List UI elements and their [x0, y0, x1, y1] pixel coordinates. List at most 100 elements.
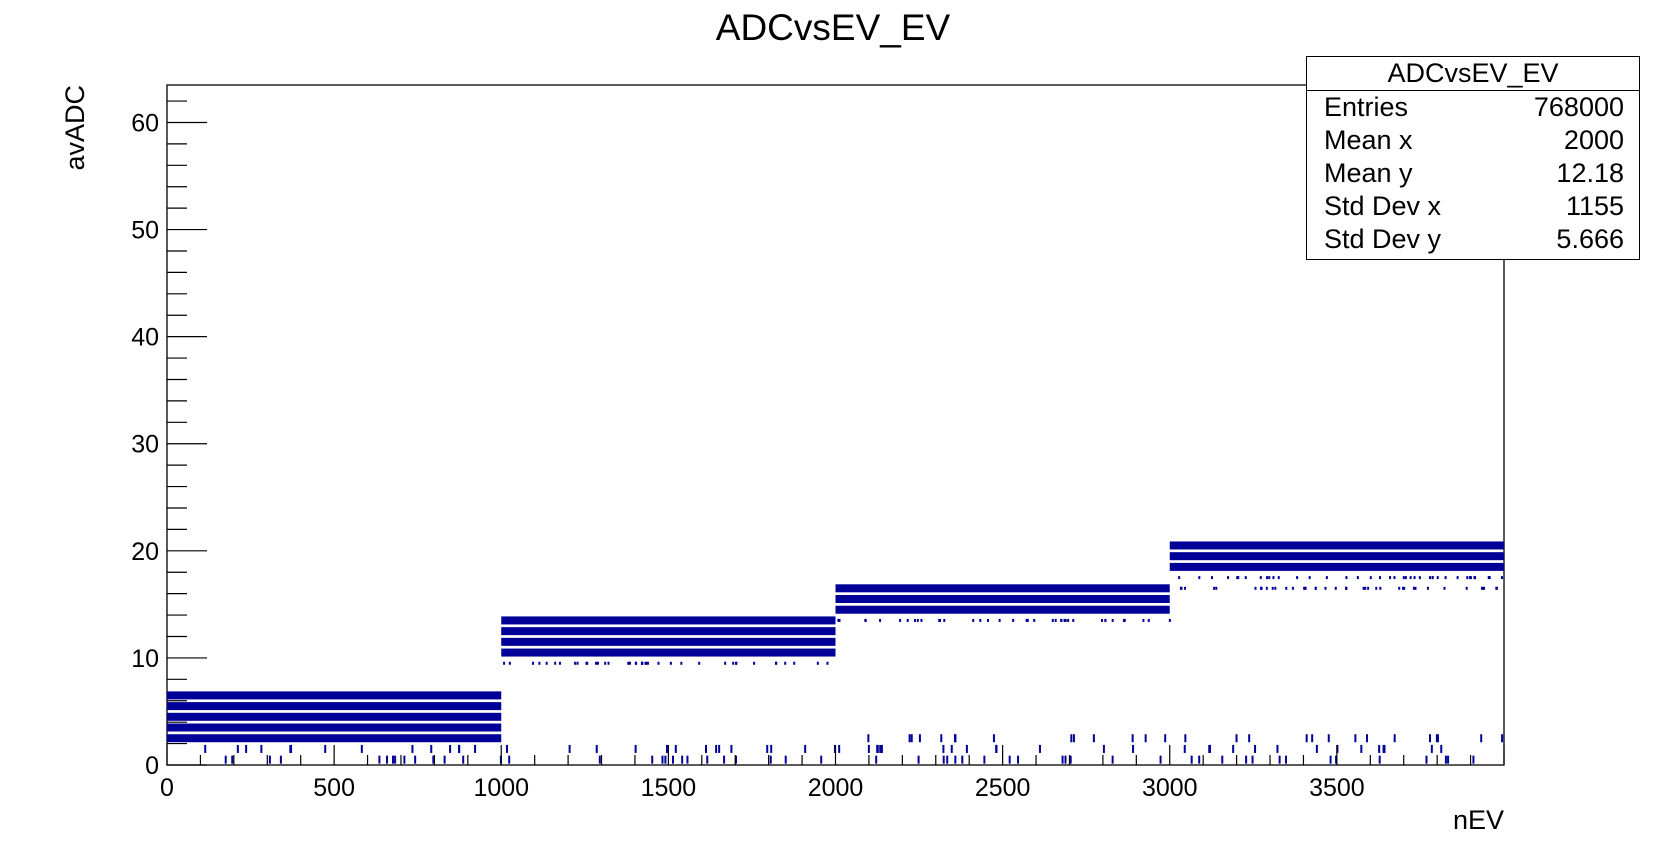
data-point: [1198, 576, 1201, 580]
data-point: [1444, 576, 1447, 580]
data-point: [735, 755, 738, 764]
data-point: [1483, 586, 1486, 590]
x-tick-label: 500: [313, 774, 355, 802]
data-points: [167, 541, 1504, 764]
data-point: [1431, 576, 1434, 580]
data-bin: [1169, 541, 1504, 550]
data-bin: [501, 616, 836, 625]
data-point: [1308, 576, 1311, 580]
x-tick-label: 0: [160, 774, 174, 802]
data-point: [1017, 755, 1020, 764]
data-point: [627, 661, 630, 665]
data-point: [793, 661, 796, 665]
data-point: [1144, 734, 1147, 743]
data-point: [1100, 618, 1103, 622]
data-point: [394, 755, 397, 764]
data-point: [995, 744, 998, 753]
data-point: [1329, 755, 1332, 764]
data-point: [576, 661, 579, 665]
data-point: [414, 755, 417, 764]
data-point: [1362, 586, 1365, 590]
data-point: [449, 744, 452, 753]
data-point: [1402, 586, 1405, 590]
data-point: [876, 744, 879, 753]
data-point: [505, 744, 508, 753]
data-point: [1383, 744, 1386, 753]
y-tick-label: 60: [131, 109, 159, 137]
data-point: [1488, 576, 1491, 580]
data-point: [1164, 734, 1167, 743]
data-point: [1429, 734, 1432, 743]
data-point: [1356, 576, 1359, 580]
stats-box-title: ADCvsEV_EV: [1307, 57, 1639, 91]
data-point: [1354, 734, 1357, 743]
data-point: [558, 661, 561, 665]
data-point: [462, 755, 465, 764]
data-point: [635, 661, 638, 665]
data-point: [508, 661, 511, 665]
data-point: [1208, 744, 1211, 753]
data-point: [704, 744, 707, 753]
data-point: [1436, 576, 1439, 580]
stats-label: Entries: [1324, 92, 1409, 122]
data-point: [917, 755, 920, 764]
data-point: [411, 744, 414, 753]
data-point: [378, 755, 381, 764]
data-point: [1248, 734, 1251, 743]
data-point: [950, 744, 953, 753]
data-point: [1425, 755, 1428, 764]
data-point: [816, 661, 819, 665]
data-point: [769, 755, 772, 764]
data-point: [867, 744, 870, 753]
data-point: [1403, 586, 1406, 590]
data-point: [774, 661, 777, 665]
data-point: [879, 744, 882, 753]
data-point: [942, 755, 945, 764]
data-point: [568, 744, 571, 753]
data-point: [1404, 576, 1407, 580]
data-point: [385, 755, 388, 764]
x-tick-label: 2000: [808, 774, 864, 802]
data-point: [942, 744, 945, 753]
data-point: [784, 755, 787, 764]
data-point: [1067, 618, 1070, 622]
data-point: [920, 618, 923, 622]
data-point: [1215, 586, 1218, 590]
data-point: [1232, 744, 1235, 753]
data-point: [538, 661, 541, 665]
x-tick-label: 1500: [641, 774, 697, 802]
data-point: [1168, 618, 1171, 622]
data-point: [838, 618, 841, 622]
data-point: [804, 744, 807, 753]
data-point: [1213, 586, 1216, 590]
data-point: [1276, 744, 1279, 753]
data-bin: [835, 595, 1170, 604]
data-point: [1428, 576, 1431, 580]
data-point: [224, 755, 227, 764]
data-point: [1111, 755, 1114, 764]
data-segment: [501, 616, 836, 764]
data-point: [474, 744, 477, 753]
data-point: [1443, 586, 1446, 590]
stats-row-entries: Entries 768000: [1307, 91, 1639, 124]
data-point: [1227, 576, 1230, 580]
data-point: [1435, 734, 1438, 743]
data-point: [706, 755, 709, 764]
data-point: [245, 744, 248, 753]
data-point: [1025, 618, 1028, 622]
data-point: [1364, 586, 1367, 590]
data-point: [753, 661, 756, 665]
data-bin: [501, 627, 836, 636]
data-point: [1072, 734, 1075, 743]
data-point: [604, 661, 607, 665]
stats-row-mean-y: Mean y 12.18: [1307, 157, 1639, 190]
data-point: [1414, 586, 1417, 590]
data-point: [1480, 734, 1483, 743]
y-tick-label: 40: [131, 324, 159, 352]
data-point: [595, 744, 598, 753]
data-point: [574, 661, 577, 665]
data-point: [954, 755, 957, 764]
data-point: [1069, 755, 1072, 764]
data-point: [1260, 586, 1263, 590]
data-point: [231, 755, 234, 764]
